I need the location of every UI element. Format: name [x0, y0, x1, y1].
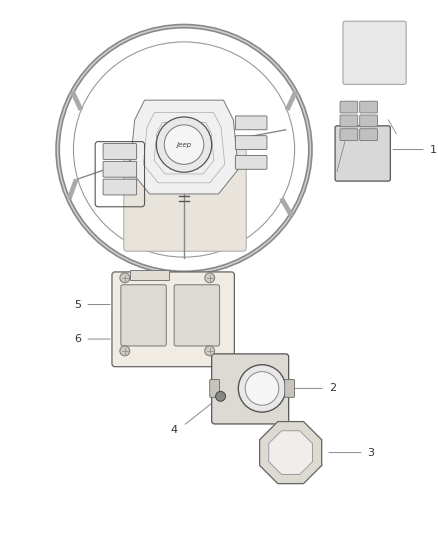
FancyBboxPatch shape	[235, 156, 267, 169]
Circle shape	[156, 117, 212, 172]
Circle shape	[120, 346, 130, 356]
FancyBboxPatch shape	[103, 161, 137, 177]
FancyBboxPatch shape	[235, 136, 267, 150]
Circle shape	[215, 391, 226, 401]
Circle shape	[205, 346, 215, 356]
Circle shape	[164, 125, 204, 164]
FancyBboxPatch shape	[103, 179, 137, 195]
Circle shape	[205, 273, 215, 283]
Polygon shape	[260, 422, 321, 483]
Text: 3: 3	[367, 448, 374, 458]
FancyBboxPatch shape	[360, 101, 378, 113]
Text: 6: 6	[74, 334, 81, 344]
FancyBboxPatch shape	[124, 147, 246, 251]
FancyBboxPatch shape	[343, 21, 406, 84]
Circle shape	[238, 365, 286, 412]
FancyBboxPatch shape	[340, 129, 358, 141]
Text: 5: 5	[74, 300, 81, 310]
FancyBboxPatch shape	[174, 285, 219, 346]
Circle shape	[245, 372, 279, 405]
FancyBboxPatch shape	[235, 116, 267, 130]
Polygon shape	[130, 270, 169, 280]
Text: 2: 2	[329, 383, 336, 393]
Polygon shape	[130, 100, 238, 194]
FancyBboxPatch shape	[112, 272, 234, 367]
FancyBboxPatch shape	[360, 115, 378, 127]
FancyBboxPatch shape	[212, 354, 289, 424]
Circle shape	[120, 273, 130, 283]
FancyBboxPatch shape	[285, 379, 295, 397]
Polygon shape	[269, 431, 313, 474]
FancyBboxPatch shape	[121, 285, 166, 346]
Text: 4: 4	[170, 425, 177, 435]
FancyBboxPatch shape	[103, 143, 137, 159]
FancyBboxPatch shape	[340, 115, 358, 127]
FancyBboxPatch shape	[210, 379, 219, 397]
Text: 1: 1	[430, 144, 437, 155]
FancyBboxPatch shape	[360, 129, 378, 141]
FancyBboxPatch shape	[340, 101, 358, 113]
FancyBboxPatch shape	[335, 126, 390, 181]
Text: Jeep: Jeep	[177, 142, 191, 148]
